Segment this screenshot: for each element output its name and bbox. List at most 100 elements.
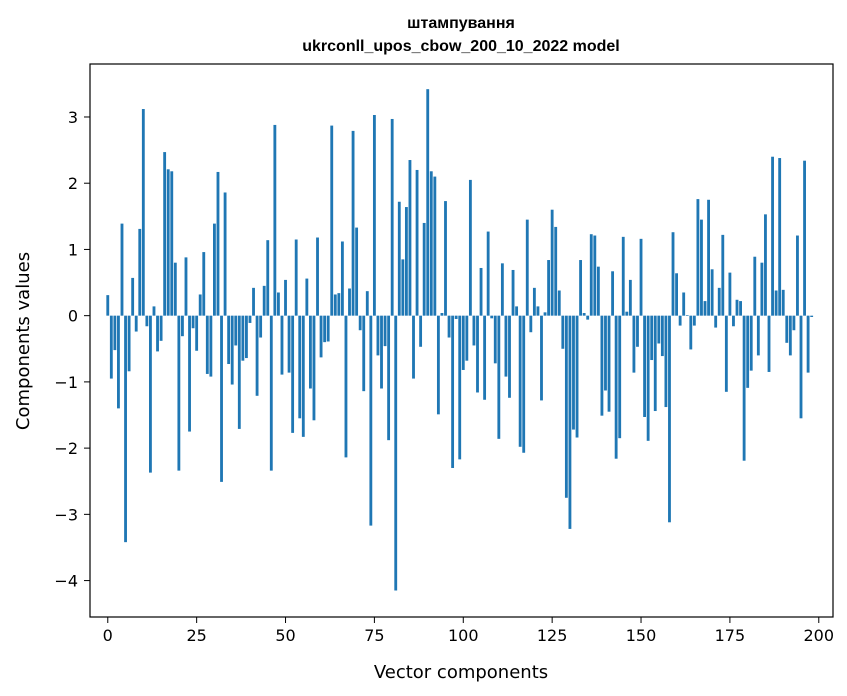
bar-31 [216,171,220,316]
y-axis-label: Components values [13,252,34,430]
bar-95 [444,201,447,316]
bar-17 [166,169,170,316]
bar-147 [628,279,632,316]
bar-91 [429,171,433,316]
bar-164 [689,315,693,350]
bar-117 [522,315,526,453]
bar-37 [237,315,241,429]
bar-110 [497,315,501,439]
bar-2 [113,315,117,351]
bar-79 [387,315,391,441]
bar-145 [621,236,625,316]
bar-106 [483,315,487,400]
bar-90 [426,89,430,316]
bar-186 [767,315,771,372]
bar-97 [451,315,455,468]
bar-153 [650,315,654,361]
bar-120 [532,287,536,316]
bar-51 [287,315,291,373]
bar-66 [340,241,344,316]
bar-43 [259,315,263,338]
bar-141 [607,315,611,412]
bar-180 [746,315,750,388]
bar-87 [415,169,419,316]
bar-82 [397,201,401,316]
bar-7 [131,277,135,316]
x-tick-label-200: 200 [804,626,835,645]
bar-113 [508,315,511,398]
bar-77 [380,315,383,389]
chart-title-line1: штампування [407,15,515,32]
bar-169 [707,199,710,316]
bar-181 [749,315,753,371]
bar-49 [280,315,284,375]
bar-76 [376,315,380,356]
bar-171 [714,315,718,328]
bar-44 [262,285,266,316]
bar-159 [671,232,675,316]
bar-8 [134,315,138,332]
bar-191 [785,315,789,343]
bar-81 [394,315,398,591]
bar-148 [632,315,636,373]
bar-144 [618,315,622,439]
bar-55 [301,315,305,437]
bar-64 [333,294,337,316]
bar-98 [454,315,458,319]
bar-179 [742,315,746,461]
bar-52 [291,315,295,433]
bar-118 [525,219,529,316]
bar-190 [781,289,785,316]
bar-187 [771,156,774,316]
bar-24 [191,315,195,329]
bar-14 [156,315,159,352]
bar-22 [184,257,188,316]
bar-170 [710,269,714,316]
bar-10 [141,109,145,316]
bar-107 [486,231,490,316]
bar-176 [732,315,735,327]
bar-58 [312,315,316,421]
bar-112 [504,315,508,377]
bar-136 [589,234,593,316]
bar-88 [419,315,423,347]
x-tick-label-0: 0 [103,626,113,645]
bar-158 [668,315,671,523]
bar-36 [234,315,238,346]
y-tick-label--4: −4 [54,572,78,591]
bar-65 [337,293,341,316]
bar-195 [799,315,803,419]
bar-123 [543,312,547,316]
chart-title-line2: ukrconll_upos_cbow_200_10_2022 model [302,38,619,55]
bar-108 [490,315,494,319]
bar-157 [664,315,668,408]
bar-62 [326,315,330,342]
bar-61 [323,315,327,343]
bar-12 [149,315,152,473]
bar-104 [476,315,479,393]
bar-38 [241,315,245,361]
bar-89 [422,222,426,316]
bar-111 [500,263,504,316]
bar-18 [170,171,174,316]
bar-154 [653,315,657,412]
bar-39 [245,315,248,359]
bar-183 [756,315,760,356]
bar-73 [365,291,369,316]
bar-4 [120,223,124,316]
bar-60 [319,315,323,358]
bar-40 [248,315,252,323]
bar-27 [202,252,206,316]
bar-126 [554,226,558,316]
y-tick-label-3: 3 [68,108,78,127]
bar-35 [230,315,234,385]
bar-116 [518,315,522,447]
bar-19 [173,262,177,316]
bar-102 [468,179,472,316]
bar-156 [660,315,664,357]
bar-54 [298,315,302,419]
bar-53 [294,239,298,316]
bar-114 [511,269,515,316]
x-tick-label-100: 100 [448,626,479,645]
